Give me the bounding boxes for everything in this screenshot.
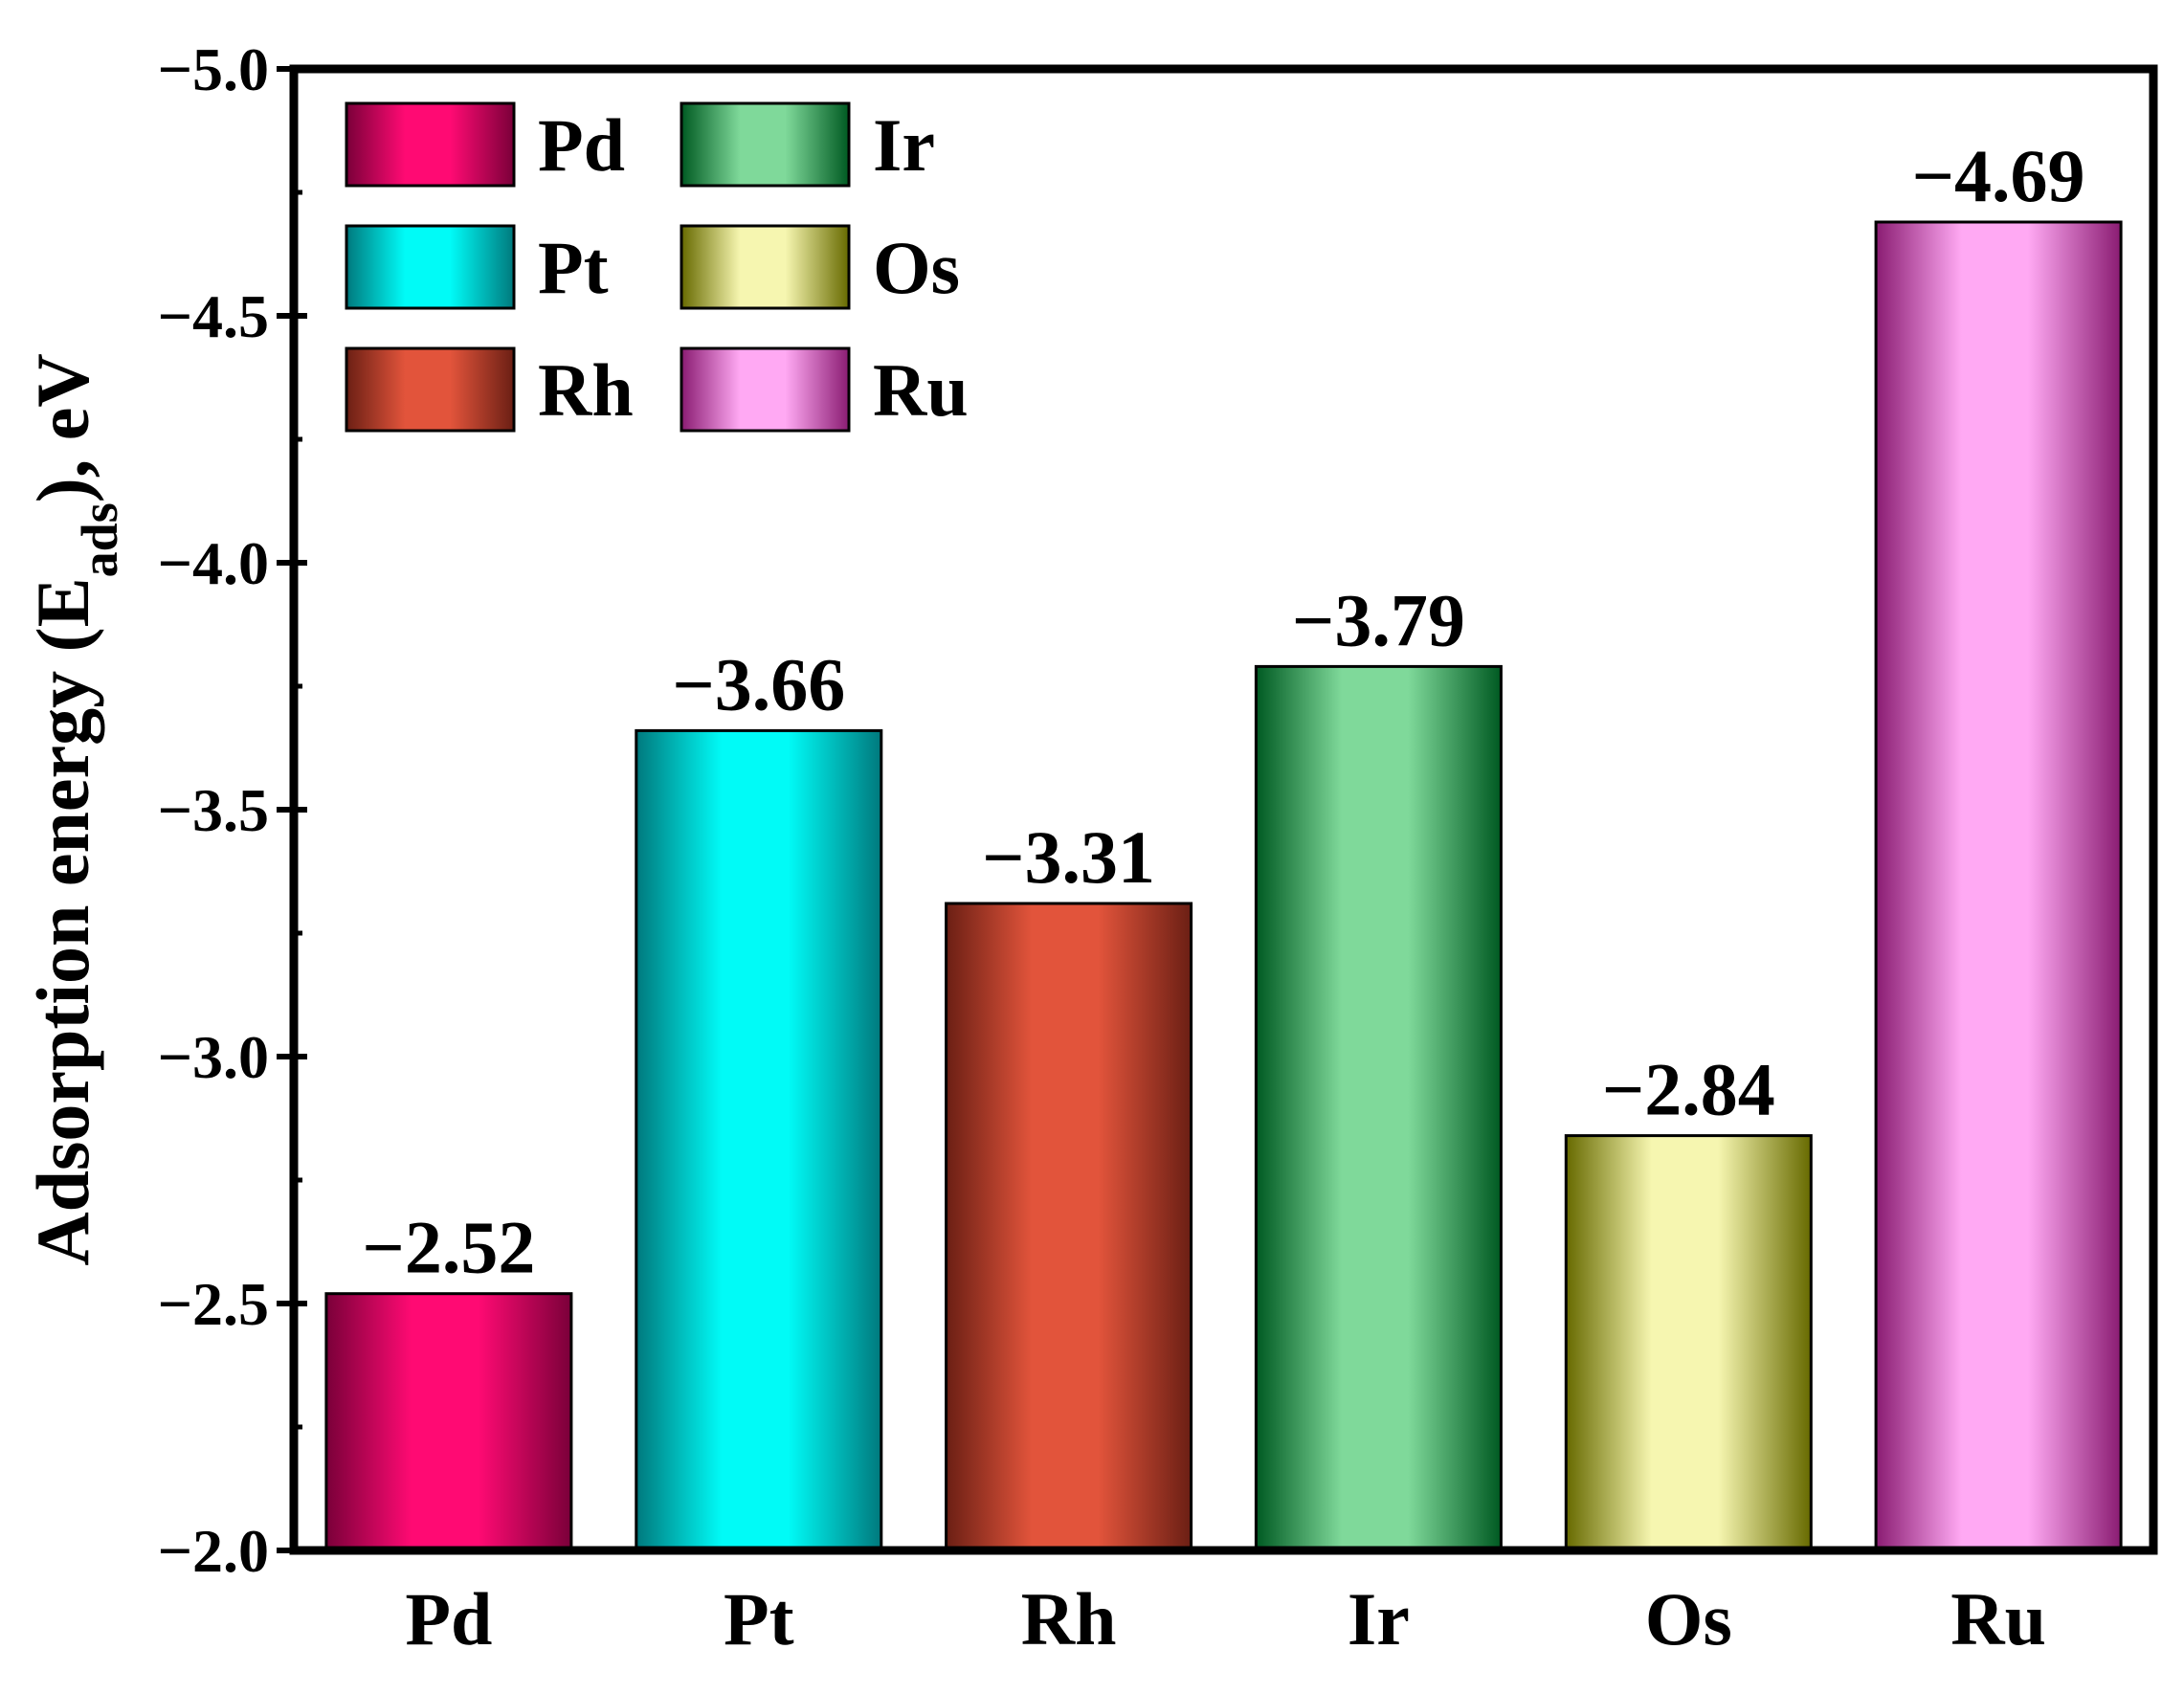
value-label-ru: −4.69	[1912, 134, 2085, 217]
legend-swatch-ru	[680, 346, 851, 433]
x-tick-label-os: Os	[1645, 1577, 1732, 1661]
y-tick-label: −2.0	[158, 1517, 269, 1585]
legend-label-os: Os	[873, 226, 960, 309]
bar-os	[1564, 1134, 1813, 1552]
value-label-ir: −3.79	[1292, 578, 1465, 661]
legend-label-rh: Rh	[538, 348, 634, 432]
value-label-pt: −3.66	[672, 642, 845, 725]
value-label-pd: −2.52	[362, 1206, 535, 1289]
legend-label-ir: Ir	[873, 103, 935, 187]
x-tick-label-rh: Rh	[1021, 1577, 1117, 1661]
bar-rh	[945, 902, 1193, 1552]
legend-swatch-pd	[345, 101, 516, 188]
value-labels-layer: −2.52 −3.66 −3.31 −3.79 −2.84 −4.69	[362, 134, 2084, 1289]
axes: Pd Pt Rh Ir Os Ru −2.0 −2.5 −3.0 −3.5 −4.0 −4.5 −5.0…	[21, 35, 2158, 1661]
y-tick-label: −5.0	[158, 35, 269, 103]
bar-pd	[324, 1292, 573, 1552]
y-tick-label: −3.5	[158, 776, 269, 844]
legend-swatch-ir	[680, 101, 851, 188]
y-tick-label: −3.0	[158, 1023, 269, 1091]
bar-ru	[1874, 220, 2123, 1552]
value-label-rh: −3.31	[982, 815, 1155, 899]
legend-label-pt: Pt	[538, 226, 609, 309]
bar-ir	[1254, 664, 1503, 1552]
y-tick-label: −4.0	[158, 529, 269, 597]
y-tick-label: −4.5	[158, 282, 269, 350]
legend-swatch-pt	[345, 224, 516, 310]
value-label-os: −2.84	[1602, 1048, 1775, 1131]
x-tick-label-ru: Ru	[1950, 1577, 2046, 1661]
legend-swatch-os	[680, 224, 851, 310]
y-tick-label: −2.5	[158, 1270, 269, 1338]
x-tick-label-pt: Pt	[724, 1577, 794, 1661]
x-tick-label-pd: Pd	[405, 1577, 492, 1661]
y-axis-title-prefix: Adsorption energy (E	[21, 577, 104, 1265]
legend-swatch-rh	[345, 346, 516, 433]
legend-label-pd: Pd	[538, 103, 625, 187]
bar-pt	[635, 728, 883, 1552]
x-tick-label-ir: Ir	[1348, 1577, 1410, 1661]
y-axis-title: Adsorption energy (Eads), eV	[21, 353, 128, 1265]
y-axis-title-suffix: ), eV	[21, 353, 104, 502]
legend-label-ru: Ru	[873, 348, 969, 432]
legend: Pd Ir Pt Os Rh Ru	[345, 101, 969, 433]
bars-layer	[324, 220, 2123, 1552]
y-axis-title-subscript: ads	[71, 502, 128, 577]
